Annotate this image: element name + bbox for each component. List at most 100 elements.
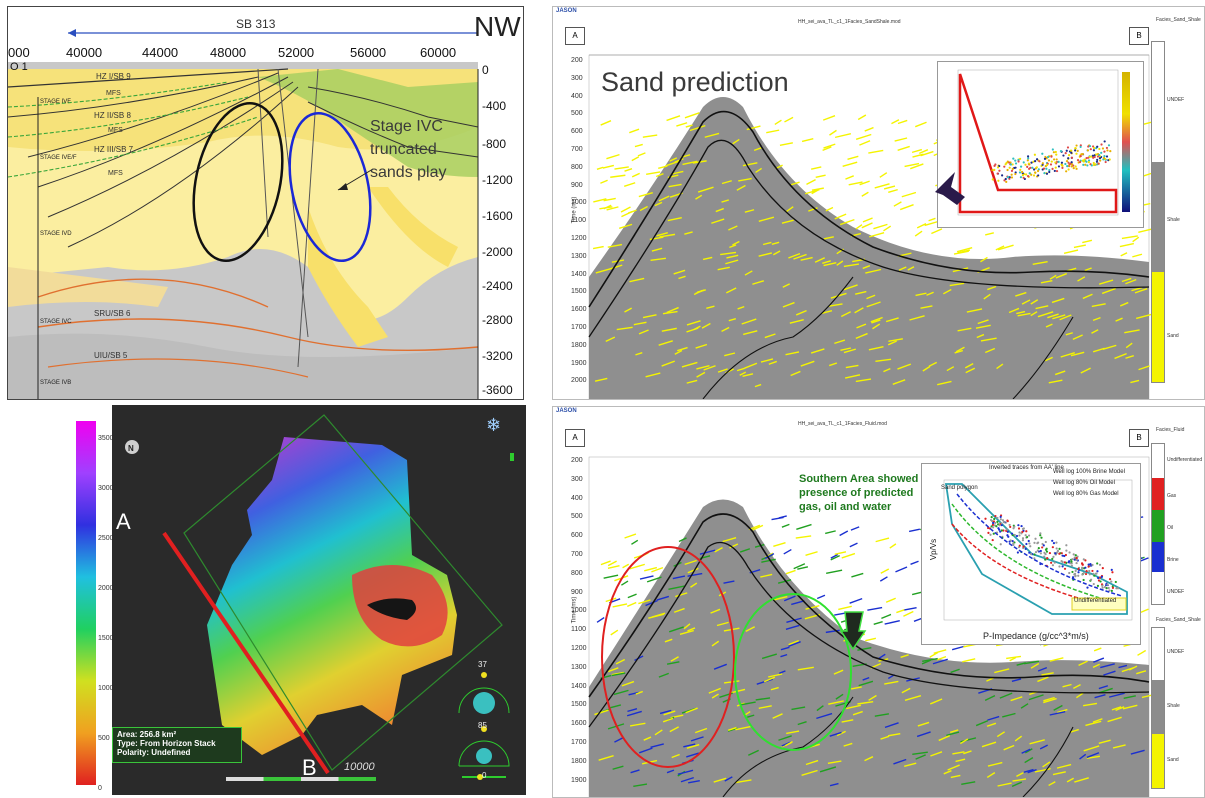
sand-streak <box>662 310 678 315</box>
fluid-streak <box>1128 665 1138 671</box>
sand-streak <box>854 307 864 314</box>
fluid-streak <box>669 726 679 733</box>
brand-label: JASON <box>556 8 577 14</box>
crossplot-point <box>1045 167 1048 170</box>
crossplot-point <box>1071 558 1074 561</box>
sand-streak <box>1082 239 1093 244</box>
sand-streak <box>1060 352 1075 358</box>
fluid-streak <box>1100 663 1115 669</box>
sand-streak <box>595 268 610 274</box>
fluid-streak <box>884 620 900 625</box>
fluid-streak <box>916 731 931 738</box>
map-view[interactable] <box>112 405 526 795</box>
crossplot-point <box>1061 166 1064 169</box>
crossplot-point <box>1114 580 1117 584</box>
sand-streak <box>1080 367 1091 374</box>
time-tick: 1600 <box>571 306 587 314</box>
fluid-streak <box>678 537 687 543</box>
crossplot-point <box>1105 586 1108 590</box>
fluid-streak <box>1006 655 1022 660</box>
fluid-streak <box>796 523 812 530</box>
fluid-streak <box>903 607 917 611</box>
fluid-streak <box>850 526 860 531</box>
fluid-streak <box>1140 608 1149 614</box>
blue-ellipse <box>288 111 372 263</box>
map-panel: 3500 3000 2500 2000 1500 1000 500 0 A B <box>76 405 526 795</box>
fluid-streak <box>826 569 843 574</box>
sand-streak <box>975 324 991 329</box>
fluid-streak <box>929 698 943 705</box>
fluid-streak <box>849 542 858 548</box>
sand-streak <box>888 338 903 342</box>
fluid-streak <box>780 653 788 658</box>
sand-streak <box>684 112 700 119</box>
well-b-marker: B <box>1129 429 1149 447</box>
sand-streak <box>665 160 680 167</box>
crossplot-point <box>1052 542 1056 545</box>
fluid-streak <box>669 626 684 633</box>
crossplot-point <box>1051 546 1054 549</box>
x-tick: 60000 <box>420 45 457 60</box>
crossplot-point <box>1098 147 1101 151</box>
fluid-streak <box>1137 649 1147 656</box>
fluid-streak <box>663 710 676 716</box>
sand-streak <box>855 378 872 383</box>
sand-streak <box>603 204 612 210</box>
sand-streak <box>602 164 615 169</box>
stage-label: STAGE IVC <box>40 319 72 325</box>
crossplot-point <box>1065 149 1068 152</box>
x-tick: 48000 <box>210 45 247 60</box>
fluid-streak <box>816 712 833 720</box>
compass-icon[interactable]: N <box>128 444 134 453</box>
sand-streak <box>883 225 892 232</box>
sand-streak <box>726 287 737 294</box>
snowflake-icon[interactable]: ❄ <box>486 415 502 435</box>
crossplot-point <box>1045 550 1049 553</box>
crossplot-point <box>1106 583 1109 586</box>
crossplot-point <box>1072 553 1075 556</box>
crossplot-point <box>1061 560 1064 564</box>
fluid-streak <box>895 566 908 573</box>
fluid-streak <box>773 541 786 547</box>
crossplot-point <box>1051 557 1054 560</box>
fluid-streak <box>816 705 824 712</box>
time-tick: 1700 <box>571 324 587 331</box>
sand-streak <box>764 333 776 339</box>
sand-streak <box>1045 323 1053 328</box>
crossplot-point <box>1101 586 1104 589</box>
fluid-streak <box>777 579 792 584</box>
crossplot-point <box>1096 155 1100 158</box>
sand-streak <box>1124 329 1140 334</box>
sand-streak <box>871 319 881 324</box>
fluid-streak <box>638 599 651 605</box>
crossplot-point <box>1087 161 1090 164</box>
crossplot-point <box>1110 568 1113 571</box>
fluid-streak <box>825 629 840 634</box>
crossplot-point <box>1089 148 1092 151</box>
crossplot-point <box>1065 170 1068 173</box>
sand-streak <box>781 219 794 224</box>
fluid-streak <box>987 761 1003 767</box>
sand-streak <box>1082 293 1093 300</box>
orientation-gauges[interactable] <box>454 663 514 783</box>
fluid-streak <box>645 599 658 607</box>
crossplot-point <box>993 517 996 521</box>
sand-streak <box>682 160 698 166</box>
crossplot-point <box>1014 159 1017 162</box>
sand-streak <box>695 343 708 349</box>
sand-streak <box>631 156 640 162</box>
sand-streak <box>741 318 757 325</box>
fluid-streak <box>829 731 842 737</box>
fluid-streak <box>947 764 960 771</box>
fluid-streak <box>654 729 663 736</box>
fluid-streak <box>904 695 922 701</box>
sand-streak <box>608 264 623 270</box>
well-a-marker: A <box>565 27 585 45</box>
crossplot-point <box>1085 157 1088 160</box>
crossplot-point <box>1099 580 1102 583</box>
sand-streak <box>784 116 794 123</box>
crossplot-point <box>1018 544 1021 547</box>
fluid-streak <box>755 697 771 701</box>
fluid-streak <box>797 566 809 570</box>
fluid-streak <box>1039 744 1048 750</box>
